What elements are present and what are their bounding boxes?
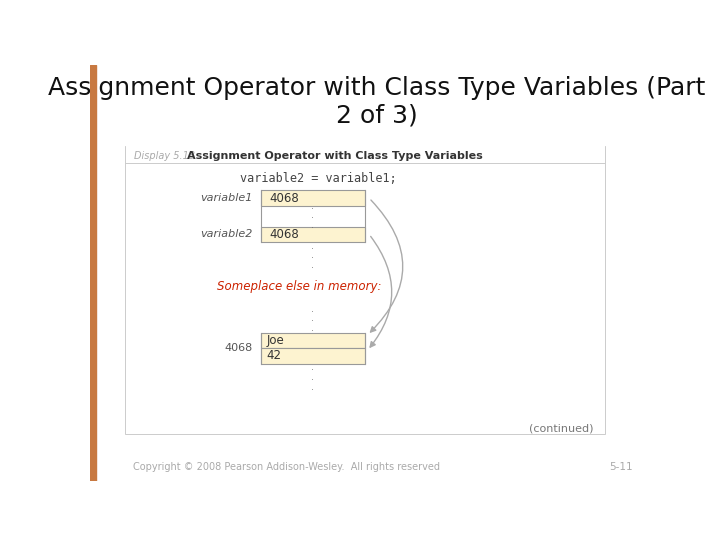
- Text: variable2: variable2: [200, 229, 253, 239]
- Bar: [90, 65, 96, 481]
- Text: Assignment Operator with Class Type Variables: Assignment Operator with Class Type Vari…: [187, 151, 482, 161]
- Text: 4068: 4068: [270, 228, 300, 241]
- Text: 42: 42: [266, 349, 282, 362]
- Text: .
.
.: . . .: [311, 363, 314, 392]
- Text: variable1: variable1: [200, 193, 253, 203]
- FancyArrowPatch shape: [370, 237, 392, 347]
- Text: .
.
.: . . .: [311, 201, 314, 230]
- Text: Someplace else in memory:: Someplace else in memory:: [217, 280, 382, 293]
- Bar: [261, 190, 365, 206]
- Text: Joe: Joe: [266, 334, 284, 347]
- Text: 4068: 4068: [270, 192, 300, 205]
- Bar: [126, 146, 605, 434]
- Text: (continued): (continued): [529, 423, 594, 433]
- Text: .
.
.: . . .: [311, 241, 314, 270]
- Bar: [125, 146, 606, 434]
- Text: 4068: 4068: [225, 343, 253, 353]
- Bar: [261, 333, 365, 348]
- FancyArrowPatch shape: [371, 200, 402, 332]
- Bar: [261, 348, 365, 363]
- Text: Copyright © 2008 Pearson Addison-Wesley.  All rights reserved: Copyright © 2008 Pearson Addison-Wesley.…: [132, 462, 440, 472]
- Bar: [261, 226, 365, 242]
- Text: .
.
.: . . .: [311, 305, 314, 333]
- Text: Assignment Operator with Class Type Variables (Part
2 of 3): Assignment Operator with Class Type Vari…: [48, 76, 706, 127]
- Text: variable2 = variable1;: variable2 = variable1;: [240, 172, 397, 185]
- Text: Display 5.13: Display 5.13: [134, 151, 195, 161]
- Text: 5-11: 5-11: [609, 462, 632, 472]
